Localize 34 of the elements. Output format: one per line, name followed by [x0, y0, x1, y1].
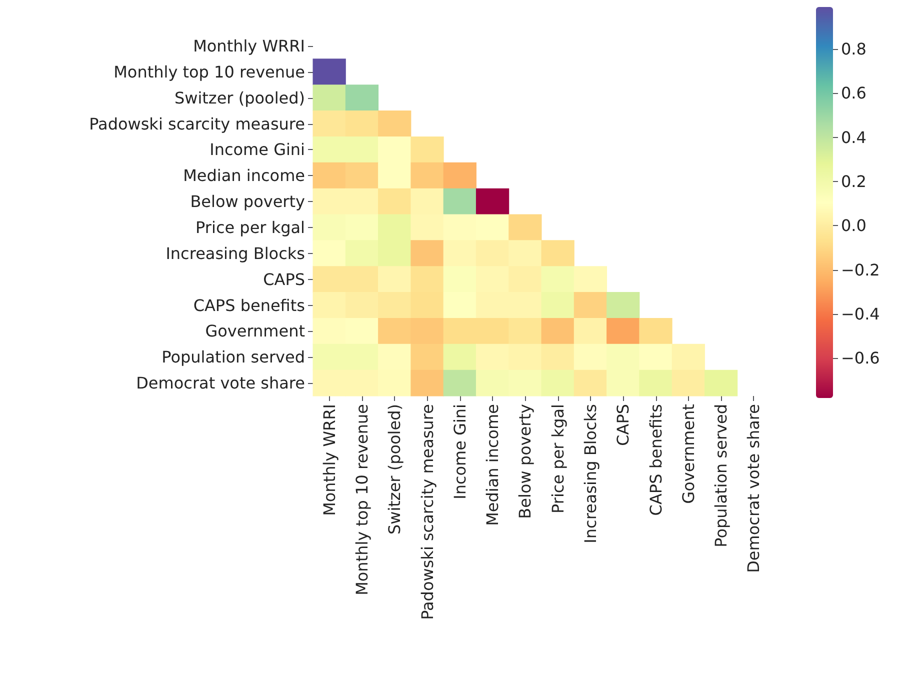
- x-tick-label: Switzer (pooled): [385, 404, 404, 535]
- y-tick-label: Increasing Blocks: [166, 244, 305, 263]
- x-tick-label: Padowski scarcity measure: [418, 404, 437, 620]
- x-tick-label: Income Gini: [450, 404, 470, 500]
- x-tick-label: Price per kgal: [548, 404, 568, 514]
- x-tick-label: Government: [678, 404, 698, 504]
- y-tick-label: CAPS: [263, 270, 305, 289]
- y-tick-label: Price per kgal: [196, 218, 305, 237]
- y-tick-label: Income Gini: [210, 140, 305, 160]
- y-tick-label: Median income: [183, 166, 305, 186]
- x-tick-label: Population served: [712, 404, 731, 548]
- y-tick-label: Monthly WRRI: [193, 36, 305, 56]
- color-bar-label: −0.4: [841, 304, 880, 324]
- color-bar-label: −0.6: [841, 348, 880, 368]
- y-tick-label: Government: [205, 322, 305, 341]
- color-bar-label: 0.4: [841, 128, 866, 147]
- x-tick-label: CAPS benefits: [646, 404, 666, 516]
- y-tick-label: Monthly top 10 revenue: [114, 62, 305, 82]
- y-tick-label: Below poverty: [190, 192, 305, 212]
- x-tick-label: Democrat vote share: [744, 404, 764, 573]
- y-tick-label: Switzer (pooled): [174, 88, 305, 108]
- color-bar-label: 0.8: [841, 39, 866, 58]
- x-tick-label: CAPS: [614, 404, 633, 446]
- color-bar-label: −0.2: [841, 260, 880, 280]
- y-tick-label: Democrat vote share: [136, 374, 305, 393]
- color-bar-label: 0.0: [841, 216, 866, 236]
- x-tick-label: Below poverty: [516, 404, 535, 519]
- y-tick-label: Population served: [162, 348, 305, 367]
- color-bar-label: 0.2: [841, 172, 866, 192]
- color-bar-label: 0.6: [841, 84, 866, 103]
- x-tick-label: Median income: [483, 404, 502, 526]
- x-tick-label: Increasing Blocks: [580, 404, 600, 544]
- y-tick-label: Padowski scarcity measure: [89, 114, 305, 134]
- y-tick-label: CAPS benefits: [193, 296, 305, 315]
